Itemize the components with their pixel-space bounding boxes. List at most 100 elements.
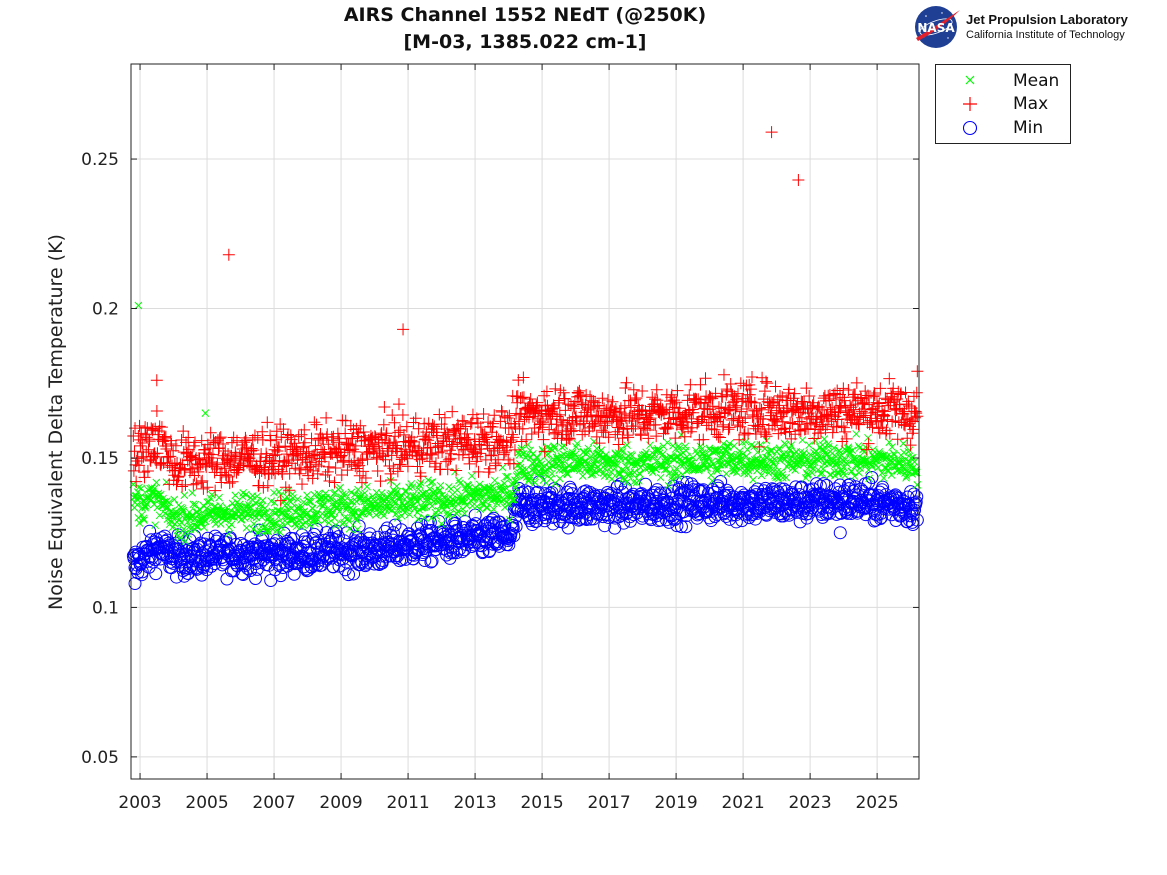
data-point (526, 453, 535, 462)
data-point (560, 464, 569, 473)
data-point (818, 469, 826, 478)
data-point (501, 503, 509, 512)
data-point (424, 555, 438, 569)
data-point (172, 544, 186, 558)
data-point (135, 519, 144, 527)
data-point (251, 431, 264, 444)
data-point (728, 455, 737, 463)
data-point (256, 425, 269, 438)
data-point (771, 499, 785, 513)
data-point (353, 516, 361, 525)
data-point (482, 466, 495, 479)
data-point (864, 433, 872, 442)
data-point (155, 511, 164, 520)
data-point (516, 460, 524, 468)
data-point (798, 436, 807, 444)
data-point (153, 420, 166, 433)
data-point (217, 438, 230, 451)
data-point (443, 509, 452, 517)
nasa-meatball-icon: NASA (915, 6, 960, 48)
data-point (509, 519, 523, 533)
data-point (275, 465, 288, 478)
data-point (245, 445, 258, 458)
data-point (884, 466, 893, 475)
data-point (548, 469, 556, 478)
data-point (485, 513, 499, 527)
data-point (234, 457, 247, 470)
data-point (402, 487, 411, 495)
data-point (282, 537, 296, 551)
data-point (733, 468, 741, 477)
data-point (457, 415, 470, 428)
data-point (213, 432, 226, 445)
data-point (525, 476, 533, 485)
data-point (562, 432, 575, 445)
y-tick-label: 0.25 (81, 150, 119, 170)
data-point (204, 426, 217, 439)
data-point (627, 383, 640, 396)
data-point (363, 482, 371, 491)
x-tick-label: 2011 (386, 793, 429, 813)
data-point (405, 483, 413, 492)
data-point (268, 455, 281, 468)
data-point (744, 470, 752, 478)
outlier-point (264, 574, 278, 588)
data-point (182, 431, 195, 444)
y-tick-label: 0.2 (92, 300, 119, 320)
data-point (297, 440, 310, 453)
data-point (378, 524, 392, 538)
data-point (714, 474, 728, 488)
data-point (787, 441, 796, 450)
jpl-subtitle: California Institute of Technology (966, 29, 1125, 41)
data-point (335, 469, 348, 482)
data-point (215, 476, 228, 489)
data-point (774, 482, 788, 496)
data-point (132, 459, 145, 472)
data-point (428, 478, 437, 486)
data-point (481, 497, 490, 506)
data-point (279, 481, 292, 494)
legend-label: Min (1013, 118, 1044, 138)
circle-marker-icon (962, 120, 978, 136)
data-point (669, 454, 678, 463)
data-point (205, 452, 218, 465)
data-point (623, 441, 631, 449)
data-point (504, 526, 518, 540)
data-point (460, 509, 469, 518)
data-point (223, 477, 236, 490)
data-point (157, 435, 170, 448)
data-point (172, 471, 185, 484)
data-point (239, 434, 252, 447)
data-point (339, 490, 347, 499)
data-point (298, 423, 311, 436)
data-point (128, 445, 141, 458)
data-point (367, 557, 381, 571)
data-point (274, 418, 287, 431)
data-point (283, 467, 296, 480)
data-point (223, 503, 231, 512)
data-point (351, 514, 360, 523)
data-point (433, 408, 446, 421)
data-point (440, 493, 449, 501)
data-point (195, 434, 208, 447)
data-point (389, 551, 403, 565)
data-point (378, 401, 391, 414)
data-point (820, 479, 834, 493)
data-point (141, 503, 149, 512)
data-point (139, 514, 148, 523)
data-point (415, 481, 424, 490)
data-point (191, 500, 200, 509)
data-point (338, 563, 352, 577)
data-point (155, 421, 168, 434)
chart-title: AIRS Channel 1552 NEdT (@250K) [M-03, 13… (260, 2, 790, 56)
data-point (285, 512, 294, 521)
data-point (231, 491, 240, 500)
data-point (288, 437, 301, 450)
data-point (424, 524, 438, 538)
data-point (629, 478, 638, 486)
data-point (418, 553, 432, 567)
data-point (487, 417, 500, 430)
data-point (447, 484, 455, 493)
data-point (550, 444, 559, 453)
data-point (414, 515, 422, 523)
